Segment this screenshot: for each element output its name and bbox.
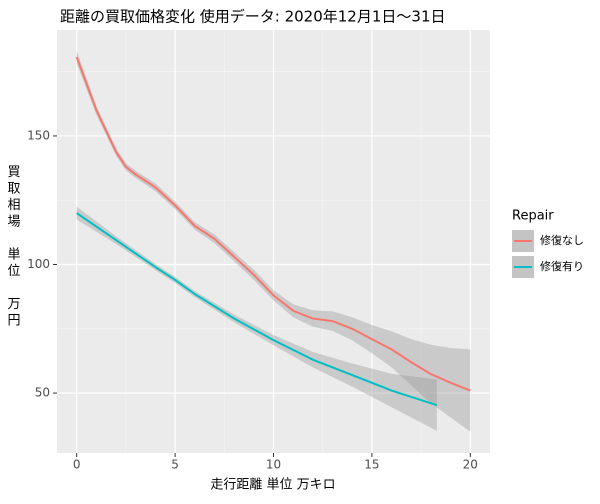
y-axis-label: 買取相場 単位 万円	[7, 165, 20, 329]
x-tick-label: 5	[171, 458, 179, 472]
line	[76, 212, 438, 407]
legend-title: Repair	[512, 209, 554, 224]
y-tick-label: 150	[27, 128, 50, 142]
x-tick-label: 20	[463, 458, 478, 472]
x-axis-label: 走行距離 単位 万キロ	[210, 477, 335, 493]
confidence-band	[76, 206, 437, 431]
x-tick-label: 10	[266, 458, 281, 472]
x-tick-label: 15	[364, 458, 379, 472]
y-tick-label: 50	[35, 386, 50, 400]
x-tick-label: 0	[73, 458, 81, 472]
line	[75, 56, 471, 392]
y-tick-label: 100	[27, 257, 50, 271]
confidence-band	[76, 50, 471, 432]
legend-label: 修復なし	[540, 233, 584, 247]
chart-title: 距離の買取価格変化 使用データ: 2020年12月1日～31日	[60, 8, 445, 26]
legend-label: 修復有り	[540, 259, 584, 273]
